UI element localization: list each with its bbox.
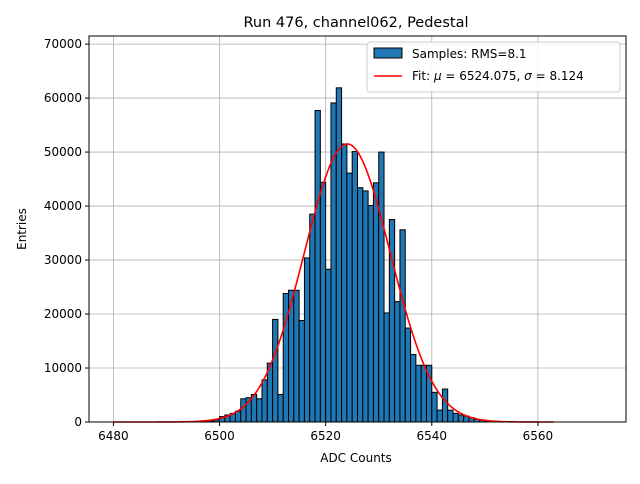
y-tick-label: 60000: [44, 91, 82, 105]
y-tick-label: 50000: [44, 145, 82, 159]
histogram-bar: [346, 172, 353, 423]
y-tick-label: 40000: [44, 199, 82, 213]
chart-title: Run 476, channel062, Pedestal: [243, 15, 468, 31]
y-tick-label: 0: [74, 415, 82, 429]
y-tick-label: 30000: [44, 253, 82, 267]
histogram-bar: [457, 414, 465, 423]
histogram-bar: [293, 289, 300, 423]
histogram-bar: [372, 182, 380, 423]
histogram-bar: [378, 151, 385, 423]
x-tick-label: 6480: [98, 429, 129, 443]
histogram-bar: [415, 364, 422, 423]
histogram-bar: [394, 301, 401, 423]
histogram-bar: [362, 190, 369, 423]
legend-box: [366, 41, 621, 93]
histogram-bar: [240, 398, 247, 423]
histogram-bar: [298, 320, 305, 423]
histogram-bar: [303, 257, 311, 423]
histogram-bar: [436, 409, 443, 423]
histogram-bar: [441, 388, 449, 423]
y-axis-ticks: 0 10000 20000 30000 40000 50000 60000 70000: [44, 37, 89, 429]
histogram-bar: [272, 318, 279, 423]
histogram-bar: [335, 87, 343, 423]
x-tick-label: 6520: [310, 429, 341, 443]
y-tick-label: 70000: [44, 37, 82, 51]
histogram-bar: [314, 110, 321, 423]
histogram-bar: [367, 205, 374, 423]
legend-label-fit: Fit: μ = 6524.075, σ = 8.124: [412, 69, 584, 83]
histogram-bar: [404, 327, 412, 423]
legend-label-samples: Samples: RMS=8.1: [412, 47, 527, 61]
histogram-bar: [447, 409, 454, 423]
histogram-bars: [203, 87, 496, 423]
histogram-bar: [452, 412, 459, 423]
x-axis-ticks: 6480 6500 6520 6540 6560: [98, 422, 553, 443]
x-tick-label: 6540: [417, 429, 448, 443]
y-tick-label: 10000: [44, 361, 82, 375]
y-axis-label: Entries: [15, 208, 29, 250]
histogram-bar: [399, 229, 406, 423]
plot-frame: [88, 35, 627, 423]
legend: Samples: RMS=8.1 Fit: μ = 6524.075, σ = …: [366, 41, 621, 93]
x-tick-label: 6500: [204, 429, 235, 443]
histogram-bar: [410, 354, 417, 423]
histogram-bar: [330, 102, 337, 423]
histogram-bar: [420, 364, 427, 423]
histogram-bar: [277, 393, 284, 423]
x-axis-label: ADC Counts: [320, 451, 392, 465]
x-tick-label: 6560: [523, 429, 554, 443]
histogram-bar: [351, 151, 358, 423]
histogram-bar: [357, 187, 364, 423]
y-tick-label: 20000: [44, 307, 82, 321]
histogram-bar: [325, 268, 332, 423]
histogram-bar: [256, 398, 263, 423]
histogram-bar: [431, 391, 438, 423]
legend-swatch-samples: [373, 47, 403, 59]
histogram-bar: [319, 181, 327, 423]
histogram-bar: [309, 213, 316, 423]
histogram-bar: [341, 143, 348, 423]
histogram-bar: [261, 379, 268, 423]
histogram-bar: [383, 312, 390, 423]
